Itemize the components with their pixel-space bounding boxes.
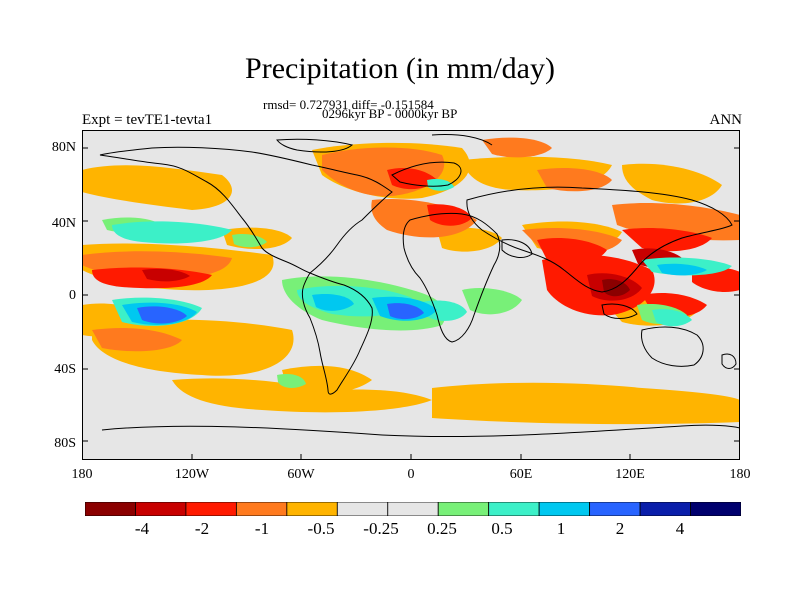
colorbar-swatch: [286, 502, 338, 516]
lon-tick-0: 0: [407, 467, 415, 482]
lon-tick-60w: 60W: [287, 467, 315, 482]
season-label: ANN: [709, 112, 743, 128]
colorbar-label: 4: [675, 519, 685, 538]
colorbar-swatch: [185, 502, 237, 516]
anomaly-blue-regions: [137, 303, 424, 324]
lat-tick-80n: 80N: [51, 140, 76, 155]
colorbar-label: -0.5: [307, 519, 335, 538]
lon-tick-120e: 120E: [615, 467, 645, 482]
colorbar-swatch: [538, 502, 591, 516]
colorbar-label: -1: [254, 519, 270, 538]
colorbar-swatch: [639, 502, 691, 516]
lat-tick-80s: 80S: [54, 436, 76, 451]
colorbar-swatch: [235, 502, 288, 516]
axis-ticks: [82, 147, 740, 460]
map-title: Precipitation (in mm/day): [245, 52, 555, 85]
colorbar-swatch: [488, 502, 540, 516]
colorbar-label: 0.5: [491, 519, 513, 538]
period-line: 0296kyr BP - 0000kyr BP: [322, 106, 458, 121]
coastlines: [99, 134, 740, 438]
colorbar-swatch: [589, 502, 641, 516]
precipitation-map: [82, 130, 740, 460]
colorbar: [85, 502, 741, 516]
colorbar-label: -0.25: [363, 519, 399, 538]
colorbar-swatch: [437, 502, 490, 516]
colorbar-label: -4: [134, 519, 150, 538]
colorbar-swatch: [336, 502, 389, 516]
colorbar-label: 0.25: [427, 519, 457, 538]
colorbar-swatch: [135, 502, 187, 516]
lat-tick-eq: 0: [69, 288, 76, 303]
colorbar-label: 2: [615, 519, 625, 538]
colorbar-swatch: [387, 502, 439, 516]
colorbar-swatch: [690, 502, 741, 516]
colorbar-swatch: [85, 502, 136, 516]
lon-tick-180e: 180: [729, 467, 751, 482]
colorbar-label: -2: [194, 519, 210, 538]
lat-tick-40s: 40S: [54, 362, 76, 377]
stats-line: rmsd= 0.727931 diff= -0.151584: [263, 97, 434, 112]
experiment-label: Expt = tevTE1-tevta1: [82, 112, 213, 128]
colorbar-label: 1: [556, 519, 566, 538]
lat-tick-40n: 40N: [51, 216, 76, 231]
lon-tick-180w: 180: [71, 467, 93, 482]
lon-tick-60e: 60E: [509, 467, 533, 482]
lon-tick-120w: 120W: [174, 467, 210, 482]
